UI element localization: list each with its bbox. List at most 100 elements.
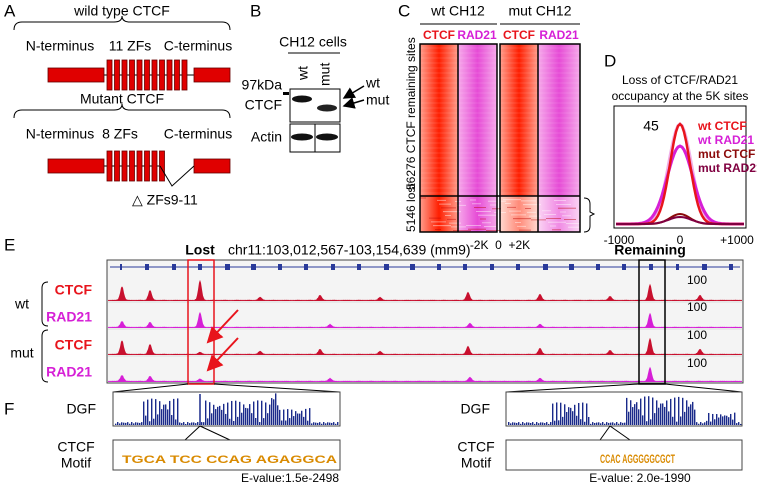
dgf-bar: [293, 416, 295, 425]
dgf-bar: [203, 422, 205, 425]
dgf-bar: [227, 402, 229, 425]
dgf-bar: [584, 421, 586, 425]
dgf-bar: [614, 423, 616, 425]
dgf-bar: [516, 422, 518, 425]
row-group-label: 56276 CTCF remaining sites: [404, 37, 418, 190]
legend-entry: wt RAD21: [697, 133, 754, 147]
heatmap-column: [458, 44, 497, 196]
dgf-bar: [668, 411, 670, 425]
zinc-finger: [136, 150, 143, 182]
dgf-bar: [634, 404, 636, 425]
track-label: CTCF: [57, 439, 94, 455]
domain-label: C-terminus: [164, 126, 232, 142]
dgf-bar: [313, 422, 315, 425]
dgf-bar: [530, 423, 532, 425]
c-terminus: [193, 158, 231, 174]
dgf-bar: [624, 422, 626, 425]
domain-label: 11 ZFs: [109, 38, 152, 54]
n-terminus: [47, 67, 105, 83]
dgf-bar: [233, 420, 235, 425]
heatmap-column: [538, 44, 580, 196]
dgf-bar: [273, 399, 275, 425]
dgf-bar: [241, 412, 243, 425]
dgf-bar: [225, 413, 227, 425]
band: [316, 133, 338, 141]
dgf-bar: [698, 423, 700, 425]
dgf-bar: [283, 409, 285, 425]
dgf-bar: [119, 423, 121, 425]
dgf-bar: [688, 406, 690, 425]
dgf-bar: [740, 423, 742, 425]
zoom-line: [609, 425, 631, 441]
panel-label: C: [398, 1, 410, 20]
arrow-label: wt: [365, 75, 380, 91]
remaining-highlight: [638, 259, 666, 385]
group-label: mut CH12: [508, 3, 571, 19]
exon: [251, 264, 254, 270]
exon: [491, 264, 494, 270]
column-label: RAD21: [457, 28, 497, 42]
dgf-bar: [267, 413, 269, 425]
dgf-bar: [544, 423, 546, 425]
dgf-bar: [147, 399, 149, 425]
dgf-bar: [115, 423, 117, 425]
dgf-bar: [686, 400, 688, 425]
dgf-bar: [532, 422, 534, 425]
dgf-bar: [237, 416, 239, 425]
dgf-bar: [590, 423, 592, 425]
dgf-bar: [323, 422, 325, 425]
n-terminus: [47, 158, 105, 174]
dgf-bar: [526, 422, 528, 425]
dgf-bar: [644, 396, 646, 425]
arrow: [206, 337, 239, 372]
scale-label: 100: [687, 328, 707, 342]
zinc-finger: [181, 59, 188, 91]
track-label: DGF: [66, 401, 96, 417]
zoom-line: [199, 425, 231, 441]
zinc-finger: [144, 150, 150, 182]
track-label: DGF: [460, 401, 490, 417]
panel-label: A: [4, 1, 16, 20]
dgf-bar: [618, 423, 620, 425]
track-label: CTCF: [457, 439, 494, 455]
heatmap-column: [538, 196, 580, 232]
dgf-bar: [730, 413, 732, 425]
locus-label: chr11:103,012,567-103,154,639 (mm9): [228, 242, 471, 258]
dgf-bar: [580, 419, 582, 425]
dgf-bar: [263, 418, 265, 425]
zinc-finger: [121, 59, 128, 91]
dgf-bar: [247, 408, 249, 425]
exon: [357, 264, 359, 270]
legend-entry: mut RAD21: [698, 161, 757, 175]
dgf-bar: [169, 400, 171, 425]
dgf-bar: [221, 409, 223, 425]
dgf-bar: [193, 422, 195, 425]
blot-title: CH12 cells: [279, 34, 347, 50]
dgf-bar: [205, 400, 207, 425]
dgf-bar: [534, 423, 536, 425]
exon: [516, 264, 518, 270]
dgf-bar: [518, 422, 520, 425]
dgf-bar: [133, 423, 135, 425]
dgf-bar: [159, 401, 161, 425]
dgf-bar: [678, 396, 680, 425]
panel-e: E Lost chr11:103,012,567-103,154,639 (mm…: [4, 235, 744, 385]
protein-title: wild type CTCF: [73, 3, 170, 19]
dgf-bar: [616, 422, 618, 425]
dgf-bar: [720, 414, 722, 425]
panel-label: F: [4, 399, 14, 418]
dgf-bar: [684, 411, 686, 425]
dgf-bar: [700, 422, 702, 425]
dgf-bar: [177, 398, 179, 425]
dgf-bar: [696, 422, 698, 425]
group-label: mut: [10, 345, 33, 361]
dgf-bar: [243, 404, 245, 425]
dgf-bar: [714, 419, 716, 425]
zoom-line: [213, 383, 341, 393]
dgf-bar: [658, 407, 660, 425]
motif-box: [112, 439, 341, 471]
dgf-bar: [608, 422, 610, 425]
dgf-bar: [175, 419, 177, 425]
brace: [583, 197, 596, 233]
dgf-bar: [297, 413, 299, 425]
